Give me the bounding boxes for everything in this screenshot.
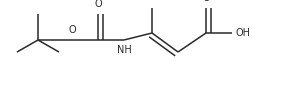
Text: NH: NH — [117, 45, 131, 55]
Text: OH: OH — [236, 28, 251, 38]
Text: O: O — [94, 0, 102, 9]
Text: O: O — [68, 25, 76, 35]
Text: O: O — [202, 0, 210, 3]
